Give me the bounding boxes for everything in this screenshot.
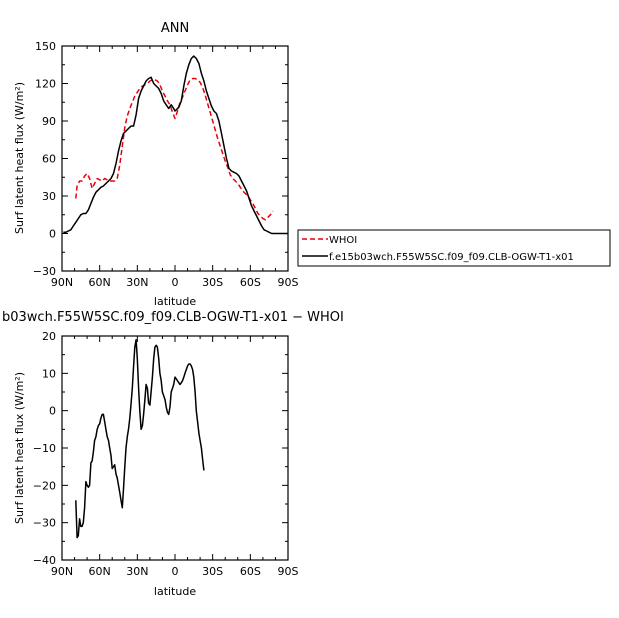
bottom-x-tick-label: 60S (240, 565, 261, 578)
top-ticks: 90N 60N 30N 0 30S 60S 90S −30 0 30 60 90 120 150 (33, 40, 299, 289)
top-x-axis-label: latitude (154, 295, 196, 308)
bottom-x-tick-label: 60N (89, 565, 111, 578)
legend-model-label: f.e15b03wch.F55W5SC.f09_f09.CLB-OGW-T1-x… (329, 252, 574, 263)
bottom-y-axis-label: Surf latent heat flux (W/m²) (13, 372, 26, 524)
bottom-y-tick-label: −10 (33, 442, 56, 455)
bottom-panel: b03wch.F55W5SC.f09_f09.CLB-OGW-T1-x01 − … (2, 310, 344, 598)
bottom-x-tick-label: 30N (126, 565, 148, 578)
top-y-tick-label: 60 (42, 153, 56, 166)
bottom-y-tick-label: 20 (42, 330, 56, 343)
top-series-line-model (63, 55, 288, 235)
legend-whoi-label: WHOI (329, 235, 357, 246)
top-y-tick-label: −30 (33, 265, 56, 278)
top-y-tick-label: 90 (42, 115, 56, 128)
top-x-tick-label: 90S (278, 276, 299, 289)
bottom-ticks: 90N 60N 30N 0 30S 60S 90S −40 −30 −20 −10 0 10 20 (33, 330, 299, 578)
bottom-x-tick-label: 0 (172, 565, 179, 578)
top-x-tick-label: 60N (89, 276, 111, 289)
top-y-tick-label: 120 (35, 78, 56, 91)
top-x-tick-label: 30S (202, 276, 223, 289)
bottom-series-line-difference (75, 338, 205, 539)
legend-box (297, 229, 611, 267)
top-series-line-whoi (75, 77, 274, 221)
top-x-tick-label: 60S (240, 276, 261, 289)
top-y-tick-label: 0 (49, 228, 56, 241)
top-y-axis-label: Surf latent heat flux (W/m²) (13, 82, 26, 234)
top-x-tick-label: 90N (51, 276, 73, 289)
bottom-x-tick-label: 90S (278, 565, 299, 578)
top-y-tick-label: 30 (42, 190, 56, 203)
legend: WHOI f.e15b03wch.F55W5SC.f09_f09.CLB-OGW… (297, 229, 611, 267)
bottom-plot-frame (61, 335, 289, 561)
bottom-y-tick-label: 10 (42, 367, 56, 380)
top-panel: ANN Surf latent heat flux (W/m²) latitud… (13, 21, 299, 308)
bottom-y-tick-label: −30 (33, 517, 56, 530)
bottom-y-tick-label: 0 (49, 405, 56, 418)
bottom-x-tick-label: 30S (202, 565, 223, 578)
top-x-tick-label: 30N (126, 276, 148, 289)
top-plot-frame (61, 45, 289, 272)
bottom-chart-title: b03wch.F55W5SC.f09_f09.CLB-OGW-T1-x01 − … (2, 310, 344, 325)
top-series-lines (63, 55, 288, 235)
bottom-series-lines (75, 338, 205, 539)
top-chart-title: ANN (161, 21, 189, 36)
top-x-tick-label: 0 (172, 276, 179, 289)
bottom-y-tick-label: −40 (33, 554, 56, 567)
bottom-x-tick-label: 90N (51, 565, 73, 578)
bottom-y-tick-label: −20 (33, 479, 56, 492)
bottom-x-axis-label: latitude (154, 585, 196, 598)
top-y-tick-label: 150 (35, 40, 56, 53)
